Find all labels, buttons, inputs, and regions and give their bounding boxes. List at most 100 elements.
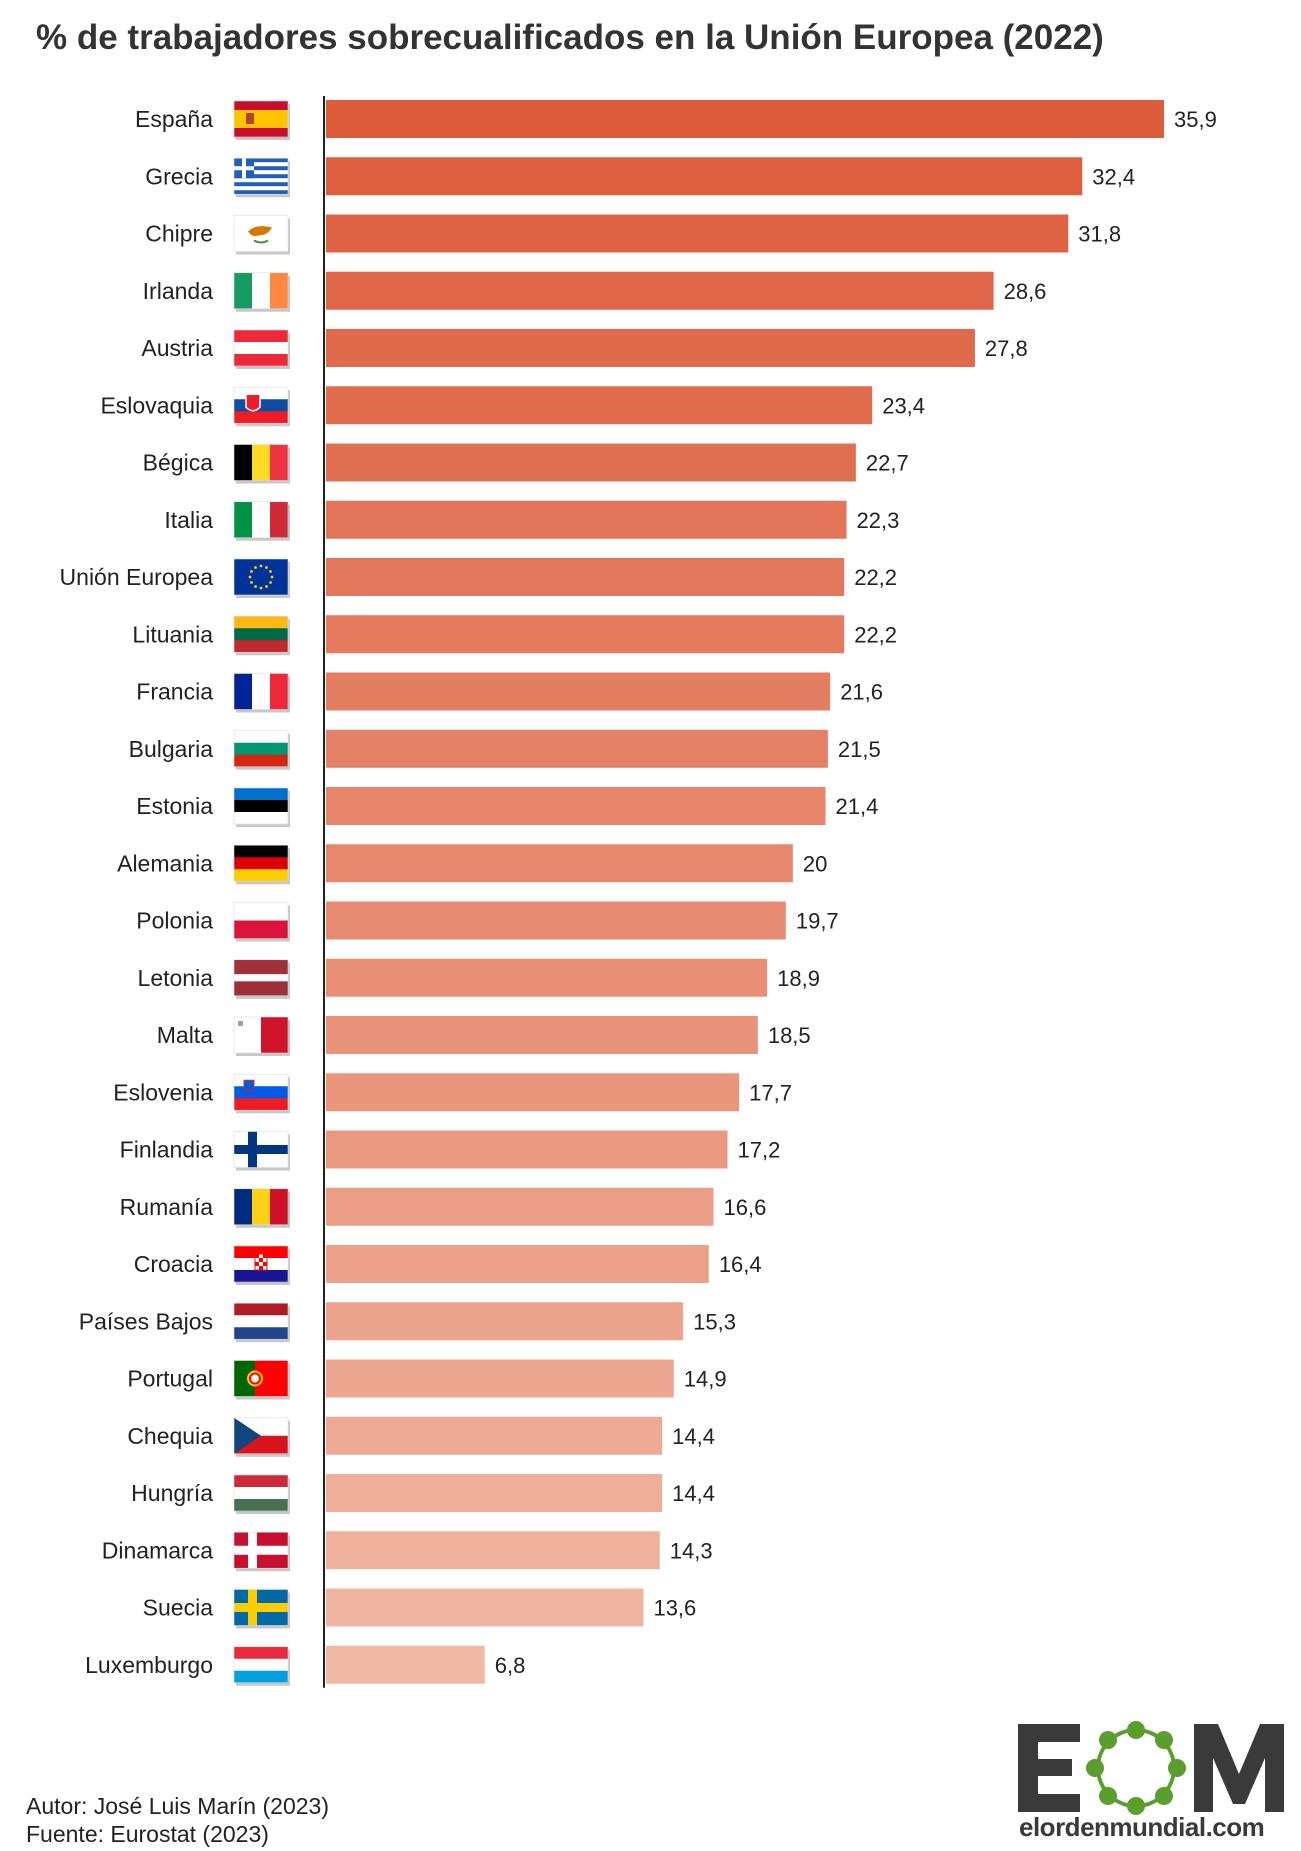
- bar: [326, 157, 1083, 196]
- category-label: Grecia: [145, 163, 213, 189]
- value-label: 20: [803, 851, 827, 876]
- bar: [326, 1588, 644, 1627]
- value-label: 27,8: [985, 336, 1028, 361]
- bar: [326, 901, 786, 940]
- bar: [326, 1016, 758, 1054]
- category-label: Francia: [136, 679, 213, 705]
- bar: [326, 729, 828, 768]
- value-label: 21,5: [838, 737, 881, 762]
- category-label: Chipre: [145, 221, 213, 247]
- bar: [326, 1187, 714, 1226]
- category-label: Luxemburgo: [85, 1652, 213, 1678]
- bar: [326, 1474, 663, 1512]
- sweden-flag-icon: [233, 1589, 290, 1629]
- category-label: Suecia: [143, 1595, 214, 1621]
- value-label: 32,4: [1092, 164, 1135, 189]
- belgium-flag-icon: [233, 444, 290, 484]
- category-label: Países Bajos: [79, 1308, 213, 1334]
- category-label: Estonia: [136, 793, 213, 819]
- bulgaria-flag-icon: [233, 730, 290, 770]
- eom-logo: [1018, 1721, 1284, 1815]
- category-label: Bulgaria: [129, 736, 214, 762]
- chart-title: % de trabajadores sobrecualificados en l…: [36, 18, 1104, 57]
- category-label: Lituania: [132, 621, 213, 647]
- category-label: Hungría: [131, 1480, 213, 1506]
- value-label: 18,9: [777, 966, 820, 991]
- bar: [326, 100, 1164, 138]
- category-label: Unión Europea: [60, 564, 214, 590]
- source-credit: Fuente: Eurostat (2023): [26, 1821, 269, 1847]
- logo-url: elordenmundial.com: [1019, 1812, 1265, 1842]
- bar: [326, 1073, 740, 1112]
- category-label: Irlanda: [143, 278, 214, 304]
- category-label: Alemania: [117, 850, 213, 876]
- logo-letter-m: [1194, 1724, 1284, 1812]
- bar: [326, 787, 826, 825]
- portugal-flag-icon: [233, 1360, 290, 1400]
- category-label: Bégica: [143, 450, 214, 476]
- value-label: 14,9: [684, 1367, 727, 1392]
- italy-flag-icon: [233, 501, 290, 541]
- category-label: Malta: [157, 1022, 213, 1048]
- value-label: 15,3: [693, 1309, 736, 1334]
- austria-flag-icon: [233, 329, 290, 369]
- value-label: 22,2: [854, 565, 897, 590]
- value-label: 14,4: [672, 1481, 715, 1506]
- france-flag-icon: [233, 673, 290, 713]
- latvia-flag-icon: [233, 959, 290, 999]
- bar: [326, 558, 845, 596]
- value-label: 21,6: [840, 680, 883, 705]
- value-label: 16,4: [719, 1252, 762, 1277]
- bar: [326, 1130, 728, 1169]
- slovenia-flag-icon: [233, 1073, 290, 1114]
- bar: [326, 1531, 660, 1570]
- value-label: 18,5: [768, 1023, 811, 1048]
- category-label: Italia: [164, 507, 213, 533]
- bar: [326, 329, 975, 367]
- value-label: 14,4: [672, 1424, 715, 1449]
- bar: [326, 958, 768, 997]
- logo-letter-o: [1086, 1721, 1186, 1815]
- logo-letter-e: [1018, 1724, 1080, 1812]
- bar: [326, 500, 847, 539]
- value-label: 17,2: [737, 1138, 780, 1163]
- ireland-flag-icon: [233, 272, 290, 312]
- spain-flag-icon: [233, 100, 290, 140]
- value-label: 23,4: [882, 393, 925, 418]
- category-label: Polonia: [136, 908, 213, 934]
- category-label: Chequia: [127, 1423, 213, 1449]
- bar: [326, 1302, 684, 1341]
- estonia-flag-icon: [233, 787, 290, 827]
- value-label: 17,7: [749, 1080, 792, 1105]
- value-label: 13,6: [653, 1596, 696, 1621]
- luxembourg-flag-icon: [233, 1646, 290, 1686]
- value-label: 19,7: [796, 909, 839, 934]
- germany-flag-icon: [233, 844, 290, 885]
- bar: [326, 1359, 674, 1398]
- czechia-flag-icon: [233, 1417, 290, 1457]
- bar: [326, 1416, 663, 1455]
- category-label: Rumanía: [120, 1194, 214, 1220]
- value-label: 21,4: [836, 794, 879, 819]
- bar: [326, 844, 793, 883]
- category-label: Portugal: [127, 1366, 213, 1392]
- bar: [326, 1245, 709, 1283]
- category-label: Finlandia: [120, 1137, 214, 1163]
- value-label: 31,8: [1078, 222, 1121, 247]
- bar-chart: España 35,9 Grecia 32,4 Chipre 31,8 Irlanda 28,…: [60, 96, 1217, 1688]
- bar: [326, 443, 856, 482]
- lithuania-flag-icon: [233, 615, 290, 656]
- denmark-flag-icon: [233, 1531, 290, 1572]
- category-label: Croacia: [134, 1251, 213, 1277]
- poland-flag-icon: [233, 902, 290, 942]
- value-label: 28,6: [1004, 279, 1047, 304]
- category-label: Eslovenia: [113, 1079, 213, 1105]
- romania-flag-icon: [233, 1188, 290, 1228]
- cyprus-flag-icon: [233, 215, 290, 255]
- author-credit: Autor: José Luis Marín (2023): [26, 1793, 329, 1819]
- category-label: Eslovaquia: [100, 392, 213, 418]
- category-label: Letonia: [138, 965, 214, 991]
- value-label: 22,3: [857, 508, 900, 533]
- finland-flag-icon: [233, 1131, 290, 1171]
- slovakia-flag-icon: [233, 386, 290, 427]
